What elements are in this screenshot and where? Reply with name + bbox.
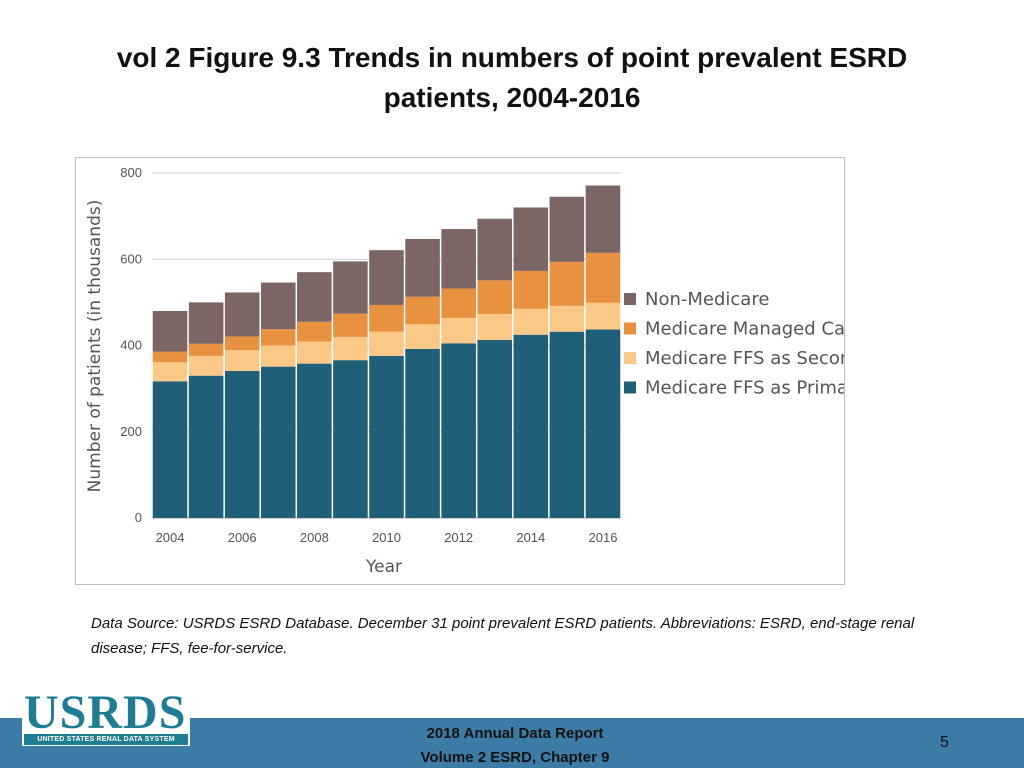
bar-2015-non-medicare	[549, 196, 585, 262]
legend-label-medicare-ffs-as-primary-payer: Medicare FFS as Primary Payer	[645, 378, 844, 399]
bar-2016-medicare-ffs-as-primary-payer	[585, 329, 621, 518]
bar-2008-medicare-ffs-as-secondary-payer	[297, 341, 332, 364]
legend-swatch-non-medicare	[624, 293, 636, 305]
bar-2012-medicare-ffs-as-primary-payer	[441, 343, 476, 518]
bar-2011-medicare-ffs-as-primary-payer	[405, 348, 440, 518]
x-tick-label-2006: 2006	[228, 530, 257, 545]
logo-subtitle: UNITED STATES RENAL DATA SYSTEM	[24, 734, 188, 745]
x-tick-label-2012: 2012	[444, 530, 473, 545]
bar-2004-medicare-managed-care	[152, 351, 188, 363]
bar-2008-medicare-ffs-as-primary-payer	[297, 363, 332, 518]
bar-2015-medicare-managed-care	[549, 261, 585, 306]
bar-2014-non-medicare	[513, 207, 549, 271]
legend-swatch-medicare-ffs-as-secondary-payer	[624, 352, 636, 364]
bar-2011-medicare-ffs-as-secondary-payer	[405, 324, 440, 349]
bar-2016-medicare-ffs-as-secondary-payer	[585, 302, 621, 330]
logo-wordmark: USRDS	[24, 686, 187, 739]
x-tick-label-2010: 2010	[372, 530, 401, 545]
bar-2011-medicare-managed-care	[405, 296, 440, 325]
data-source-note: Data Source: USRDS ESRD Database. Decemb…	[91, 615, 915, 657]
y-axis-title: Number of patients (in thousands)	[85, 200, 105, 493]
legend-label-medicare-managed-care: Medicare Managed Care	[645, 319, 844, 340]
bar-2007-medicare-ffs-as-secondary-payer	[260, 345, 296, 367]
bar-2016-non-medicare	[585, 185, 621, 253]
page-number: 5	[940, 734, 949, 751]
usrds-logo: USRDS UNITED STATES RENAL DATA SYSTEM	[22, 686, 190, 746]
legend-swatch-medicare-managed-care	[624, 322, 636, 335]
bar-2010-medicare-ffs-as-primary-payer	[369, 355, 404, 518]
bar-2008-medicare-managed-care	[297, 321, 332, 342]
bar-2013-medicare-managed-care	[477, 280, 513, 315]
x-tick-label-2016: 2016	[589, 530, 618, 545]
y-tick-label-400: 400	[120, 338, 142, 353]
bar-2008-non-medicare	[297, 272, 332, 322]
bar-2006-medicare-ffs-as-primary-payer	[224, 370, 260, 518]
x-tick-label-2014: 2014	[516, 530, 545, 545]
x-tick-label-2008: 2008	[300, 530, 329, 545]
bar-2007-medicare-ffs-as-primary-payer	[260, 366, 296, 518]
y-tick-label-200: 200	[120, 424, 142, 439]
bar-2005-medicare-ffs-as-secondary-payer	[188, 355, 224, 376]
x-tick-label-2004: 2004	[156, 530, 185, 545]
bar-2010-non-medicare	[369, 250, 404, 305]
bar-2004-medicare-ffs-as-secondary-payer	[152, 362, 188, 382]
bar-2005-medicare-ffs-as-primary-payer	[188, 375, 224, 518]
y-tick-label-600: 600	[120, 251, 142, 266]
bar-2004-non-medicare	[152, 311, 188, 352]
bar-2004-medicare-ffs-as-primary-payer	[152, 381, 188, 518]
bar-2014-medicare-ffs-as-secondary-payer	[513, 308, 549, 335]
bar-2012-medicare-ffs-as-secondary-payer	[441, 317, 476, 344]
bar-2010-medicare-managed-care	[369, 304, 404, 332]
y-tick-label-0: 0	[135, 510, 142, 525]
bar-2013-medicare-ffs-as-primary-payer	[477, 339, 513, 518]
bar-2011-non-medicare	[405, 238, 440, 297]
bar-2013-non-medicare	[477, 218, 513, 281]
footer-report-title: 2018 Annual Data Report	[426, 725, 604, 742]
bar-2014-medicare-ffs-as-primary-payer	[513, 334, 549, 518]
footer-report-volume: Volume 2 ESRD, Chapter 9	[420, 749, 610, 766]
bar-2006-medicare-managed-care	[224, 336, 260, 351]
bar-2005-medicare-managed-care	[188, 343, 224, 356]
bar-2012-medicare-managed-care	[441, 288, 476, 318]
footer-report-info: 2018 Annual Data Report Volume 2 ESRD, C…	[360, 722, 670, 770]
bar-2006-non-medicare	[224, 292, 260, 337]
bar-2005-non-medicare	[188, 302, 224, 344]
bar-2009-non-medicare	[333, 261, 368, 314]
bar-2006-medicare-ffs-as-secondary-payer	[224, 350, 260, 371]
y-tick-label-800: 800	[120, 165, 142, 180]
bar-2009-medicare-managed-care	[333, 313, 368, 337]
legend-swatch-medicare-ffs-as-primary-payer	[624, 381, 636, 394]
slide-title: vol 2 Figure 9.3 Trends in numbers of po…	[116, 42, 908, 113]
stacked-bar-chart: 0 200 400 600 800 2004 2006 2008 2010 2012 2014 201…	[85, 165, 844, 577]
bar-2009-medicare-ffs-as-secondary-payer	[333, 336, 368, 361]
bar-2013-medicare-ffs-as-secondary-payer	[477, 314, 513, 340]
bar-2010-medicare-ffs-as-secondary-payer	[369, 331, 404, 356]
bar-2012-non-medicare	[441, 229, 476, 289]
legend-label-medicare-ffs-as-secondary-payer: Medicare FFS as Secondary Payer	[645, 348, 844, 369]
bar-2007-medicare-managed-care	[260, 329, 296, 346]
chart-frame: 0 200 400 600 800 2004 2006 2008 2010 2012 2014 201…	[75, 157, 845, 585]
bar-2009-medicare-ffs-as-primary-payer	[333, 360, 368, 518]
x-axis-title: Year	[365, 557, 402, 577]
legend-label-non-medicare: Non-Medicare	[645, 289, 769, 310]
bar-2007-non-medicare	[260, 282, 296, 330]
bar-2015-medicare-ffs-as-secondary-payer	[549, 305, 585, 332]
bar-2014-medicare-managed-care	[513, 270, 549, 309]
bar-2015-medicare-ffs-as-primary-payer	[549, 331, 585, 518]
bar-2016-medicare-managed-care	[585, 252, 621, 303]
